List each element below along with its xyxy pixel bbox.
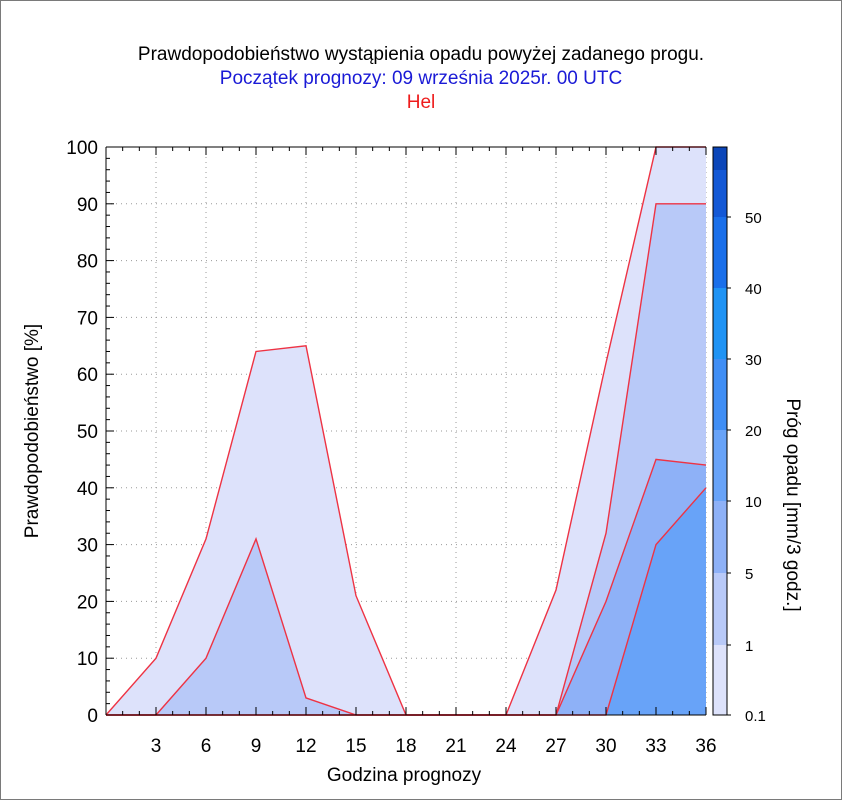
y-tick-label: 80 xyxy=(77,252,98,273)
x-tick-label: 12 xyxy=(295,736,316,757)
colorbar-tick-label: 5 xyxy=(745,566,753,583)
colorbar-tick-label: 40 xyxy=(745,281,762,298)
x-tick-label: 27 xyxy=(545,736,566,757)
y-tick-label: 50 xyxy=(77,422,98,443)
x-axis-label: Godzina prognozy xyxy=(327,765,482,786)
colorbar-band xyxy=(713,430,727,501)
colorbar-border xyxy=(712,146,728,716)
chart-subtitle: Początek prognozy: 09 września 2025r. 00… xyxy=(219,68,623,89)
colorbar: 0.1 1 5 10 20 30 40 50 xyxy=(712,146,766,725)
colorbar-tick-label: 10 xyxy=(745,494,762,511)
x-tick-label: 21 xyxy=(445,736,466,757)
x-tick-label: 30 xyxy=(595,736,616,757)
colorbar-band xyxy=(713,147,727,170)
y-tick-label: 30 xyxy=(77,536,98,557)
colorbar-band xyxy=(713,217,727,288)
x-tick-label: 15 xyxy=(345,736,366,757)
colorbar-band xyxy=(713,359,727,430)
x-tick-label: 24 xyxy=(495,736,517,757)
y-tick-label: 0 xyxy=(87,706,98,727)
y-tick-label: 10 xyxy=(77,649,98,670)
colorbar-band xyxy=(713,288,727,359)
y-tick-label: 40 xyxy=(77,479,98,500)
y-axis-ticks: 0 10 20 30 40 50 60 70 80 90 100 xyxy=(66,138,98,727)
x-tick-label: 36 xyxy=(695,736,716,757)
location-label: Hel xyxy=(406,92,436,113)
y-tick-label: 70 xyxy=(77,308,98,329)
colorbar-band xyxy=(713,645,727,715)
y-tick-label: 90 xyxy=(77,195,98,216)
x-tick-label: 18 xyxy=(395,736,416,757)
y-axis-label: Prawdopodobieństwo [%] xyxy=(22,324,43,538)
x-tick-label: 6 xyxy=(201,736,212,757)
x-axis-ticks: 3 6 9 12 15 18 21 24 27 30 33 36 xyxy=(151,736,717,757)
colorbar-tick-label: 1 xyxy=(745,638,753,655)
x-tick-label: 9 xyxy=(251,736,262,757)
colorbar-label: Próg opadu [mm/3 godz.] xyxy=(782,398,803,611)
area-threshold-10 xyxy=(106,487,706,715)
colorbar-tick-label: 30 xyxy=(745,352,762,369)
axes xyxy=(105,146,707,716)
y-tick-label: 100 xyxy=(66,138,98,159)
colorbar-tick-label: 20 xyxy=(745,423,762,440)
y-tick-label: 60 xyxy=(77,365,98,386)
x-tick-label: 3 xyxy=(151,736,162,757)
colorbar-tick-label: 50 xyxy=(745,210,762,227)
y-tick-label: 20 xyxy=(77,592,98,613)
colorbar-band xyxy=(713,501,727,573)
chart-title: Prawdopodobieństwo wystąpienia opadu pow… xyxy=(137,44,705,65)
colorbar-tick-label: 0.1 xyxy=(745,708,766,725)
colorbar-band xyxy=(713,170,727,217)
x-tick-label: 33 xyxy=(645,736,666,757)
area-threshold-1 xyxy=(106,203,706,716)
colorbar-band xyxy=(713,573,727,645)
